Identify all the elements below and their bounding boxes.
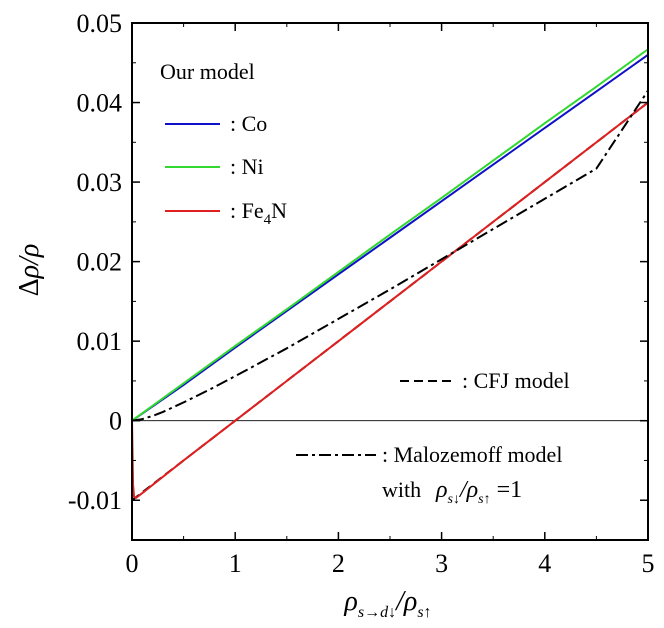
legend-label-cfj: : CFJ model	[462, 368, 570, 393]
series-line-fe4n	[131, 101, 649, 499]
y-tick-label: 0.01	[77, 327, 123, 356]
y-tick-label: 0	[109, 407, 122, 436]
y-axis-title: Δρ/ρ	[14, 244, 45, 297]
x-tick-label: 3	[435, 549, 448, 578]
x-tick-label: 4	[538, 549, 551, 578]
x-tick-label: 2	[332, 549, 345, 578]
y-tick-label: -0.01	[68, 486, 122, 515]
legend-label-malozemoff: : Malozemoff model	[382, 442, 562, 467]
series-line-malozemoff-model	[131, 90, 649, 422]
legend-label-co: : Co	[230, 111, 267, 136]
x-tick-label: 1	[229, 549, 242, 578]
x-tick-label: 5	[642, 549, 655, 578]
series-line-co	[131, 54, 649, 422]
y-tick-label: 0.05	[77, 9, 123, 38]
legend-label-malozemoff-with: with	[382, 477, 421, 502]
x-tick-label: 0	[126, 549, 139, 578]
legend-label-fe4n: : Fe4N	[230, 198, 287, 228]
legend-label-ni: : Ni	[230, 154, 264, 179]
series-line-ni	[131, 48, 649, 422]
y-tick-label: 0.03	[77, 168, 123, 197]
y-tick-label: 0.04	[77, 89, 123, 118]
y-tick-label: 0.02	[77, 248, 123, 277]
legend-heading: Our model	[160, 59, 255, 84]
